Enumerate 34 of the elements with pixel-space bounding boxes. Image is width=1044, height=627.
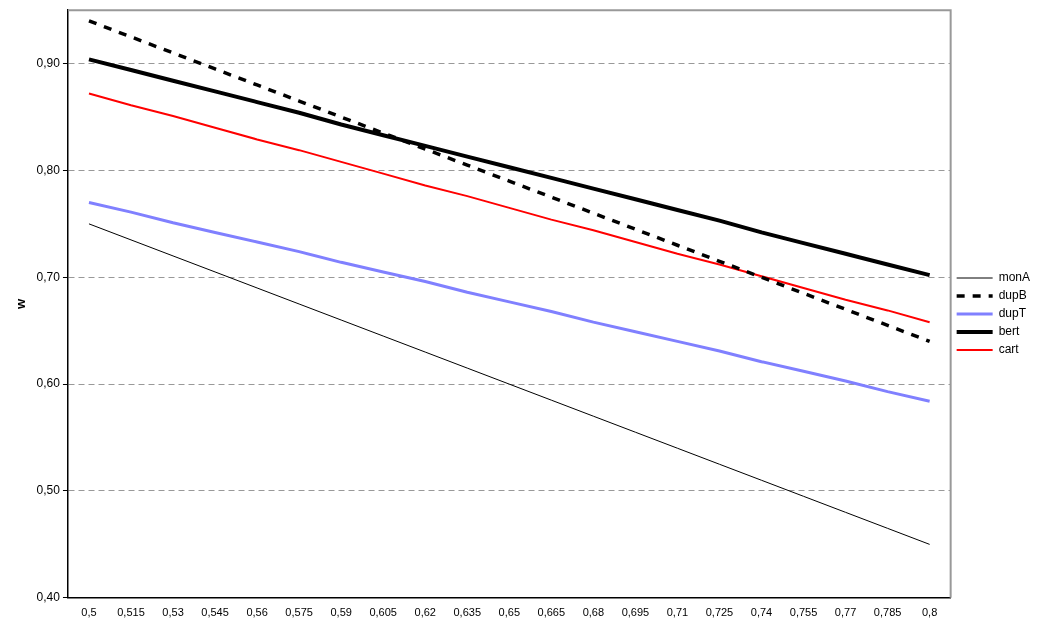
- legend-label: bert: [998, 324, 1020, 339]
- x-tick-label: 0,695: [621, 606, 650, 619]
- legend-label: dupB: [998, 288, 1027, 303]
- x-tick-label: 0,71: [666, 606, 689, 619]
- x-tick-label: 0,8: [921, 606, 938, 619]
- x-tick-label: 0,755: [789, 606, 818, 619]
- x-tick-label: 0,77: [834, 606, 857, 619]
- y-axis-title: w: [13, 298, 29, 311]
- y-tick-label: 0,40: [36, 590, 61, 605]
- legend-label: cart: [998, 342, 1020, 357]
- x-tick-label: 0,5: [81, 606, 97, 619]
- legend-label: dupT: [998, 306, 1027, 321]
- x-tick-label: 0,515: [117, 606, 145, 619]
- x-tick-label: 0,65: [498, 606, 521, 619]
- x-tick-label: 0,605: [369, 606, 397, 619]
- x-tick-label: 0,635: [453, 606, 482, 619]
- y-tick-label: 0,70: [36, 269, 61, 284]
- x-tick-label: 0,545: [201, 606, 229, 619]
- x-tick-label: 0,62: [414, 606, 436, 619]
- x-tick-label: 0,725: [705, 606, 734, 619]
- x-tick-label: 0,785: [873, 606, 902, 619]
- x-tick-label: 0,665: [537, 606, 566, 619]
- y-tick-label: 0,60: [36, 376, 61, 391]
- x-tick-label: 0,56: [246, 606, 268, 619]
- line-series: [87, 19, 932, 344]
- y-tick-label: 0,80: [36, 162, 61, 177]
- x-tick-label: 0,74: [750, 606, 773, 619]
- legend-label: monA: [998, 270, 1031, 285]
- x-tick-label: 0,575: [285, 606, 313, 619]
- y-tick-label: 0,50: [36, 483, 61, 498]
- x-tick-label: 0,68: [582, 606, 605, 619]
- y-tick-label: 0,90: [36, 55, 61, 70]
- x-tick-label: 0,53: [162, 606, 184, 619]
- x-tick-label: 0,59: [330, 606, 352, 619]
